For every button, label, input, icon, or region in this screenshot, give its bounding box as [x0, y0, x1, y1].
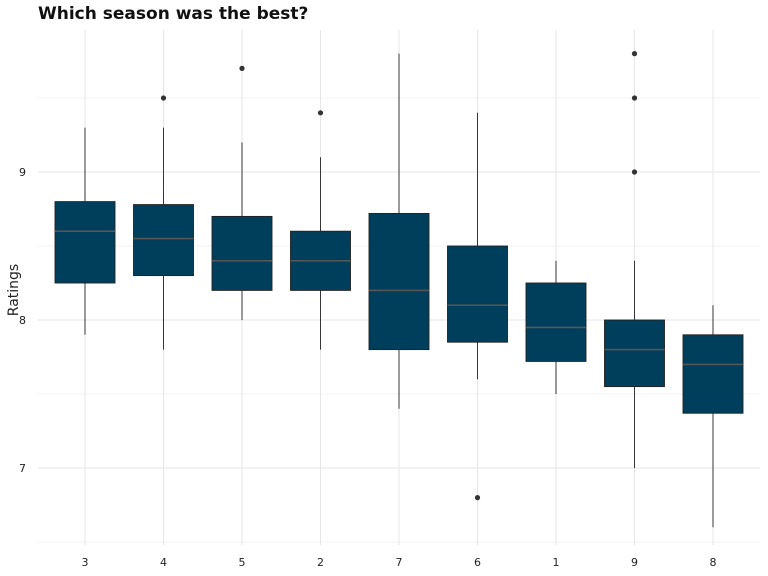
y-tick-label: 9 — [19, 166, 26, 179]
outlier-point — [631, 95, 638, 101]
outlier-point — [317, 110, 324, 116]
box-season-3 — [54, 127, 116, 335]
x-tick-label: 6 — [474, 556, 481, 569]
box-season-9 — [604, 51, 665, 468]
outlier-point — [160, 95, 167, 101]
x-tick-label: 4 — [160, 556, 167, 569]
outlier-point — [239, 65, 245, 71]
box-iqr — [54, 201, 116, 284]
box-series — [54, 51, 744, 528]
x-tick-label: 5 — [239, 556, 246, 569]
box-iqr — [682, 334, 744, 414]
box-season-2 — [290, 110, 351, 350]
box-iqr — [525, 282, 587, 362]
outlier-point — [474, 495, 481, 501]
box-iqr — [604, 319, 665, 388]
outlier-point — [631, 51, 638, 57]
y-axis-title: Ratings — [6, 264, 22, 316]
box-season-7 — [368, 53, 430, 409]
x-tick-label: 7 — [396, 556, 403, 569]
box-season-8 — [682, 305, 744, 528]
box-iqr — [133, 204, 194, 277]
y-tick-label: 8 — [19, 314, 26, 327]
x-tick-label: 1 — [553, 556, 560, 569]
x-tick-label: 2 — [317, 556, 324, 569]
box-iqr — [447, 245, 508, 343]
axis-labels: 7 8 9 3 4 5 2 7 6 1 9 8 — [19, 166, 717, 569]
box-iqr — [211, 215, 273, 291]
y-tick-label: 7 — [19, 462, 26, 475]
box-season-4 — [133, 95, 194, 350]
x-tick-label: 8 — [710, 556, 717, 569]
outlier-point — [631, 169, 638, 175]
chart-title: Which season was the best? — [38, 4, 309, 24]
box-season-6 — [447, 112, 508, 501]
box-iqr — [368, 212, 430, 351]
box-season-1 — [525, 260, 587, 394]
box-season-5 — [211, 65, 273, 320]
x-tick-label: 9 — [631, 556, 638, 569]
x-tick-label: 3 — [82, 556, 89, 569]
